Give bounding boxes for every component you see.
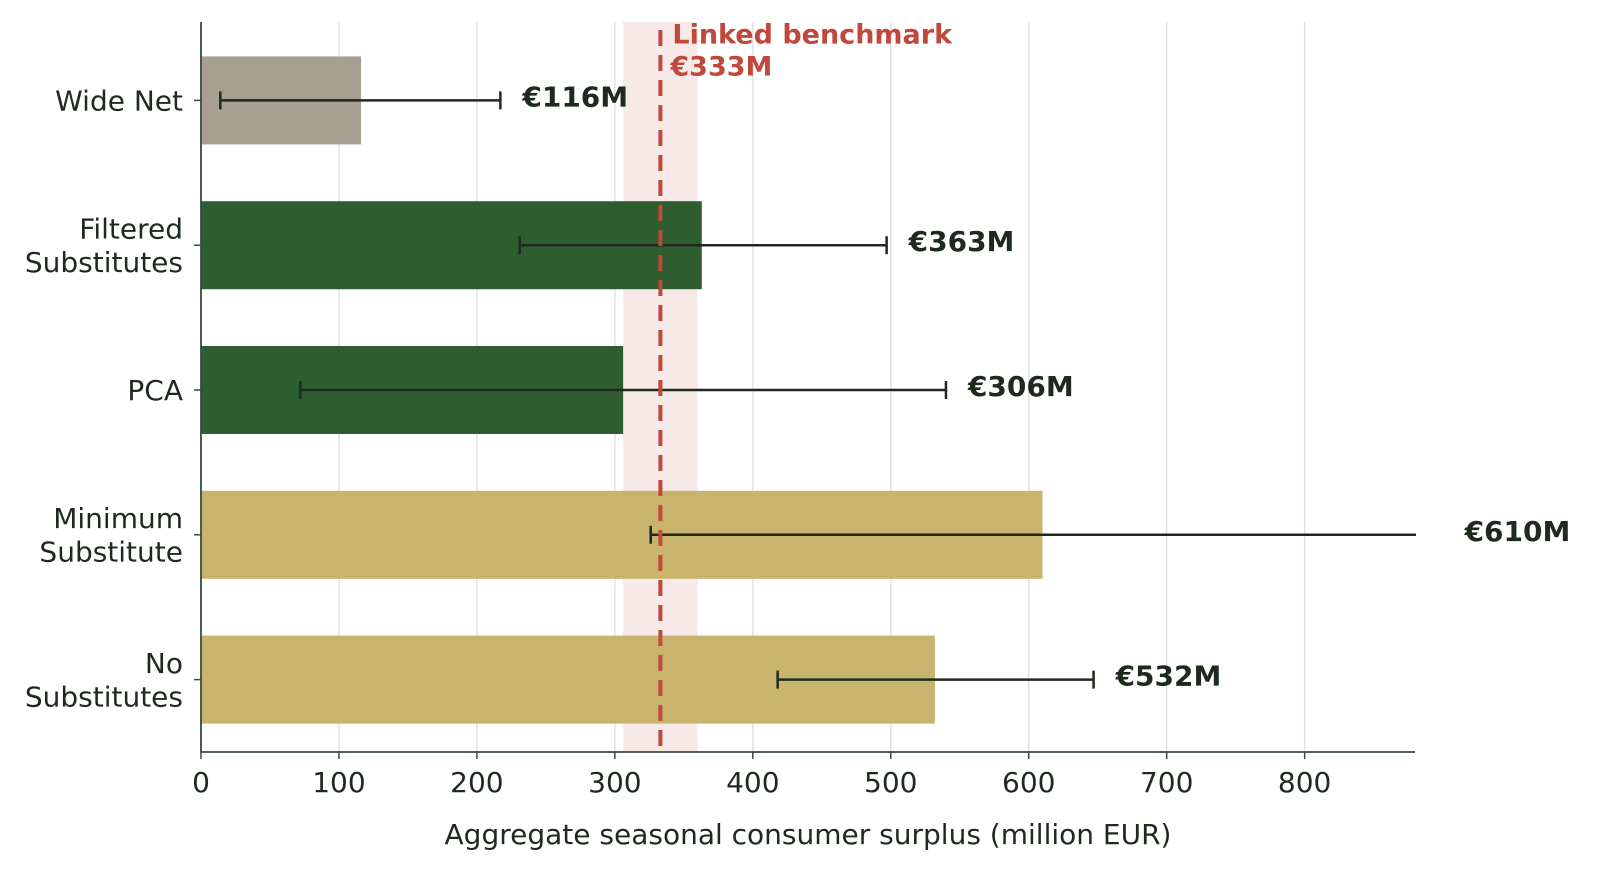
y-tick-label: Filtered Substitutes <box>25 212 183 279</box>
x-tick-label: 300 <box>588 766 641 799</box>
x-tick-label: 100 <box>312 766 365 799</box>
y-tick-label: Minimum Substitute <box>39 502 183 569</box>
value-label: €363M <box>908 225 1015 258</box>
value-label: €532M <box>1115 660 1222 693</box>
plot-area <box>201 22 1416 752</box>
x-tick-label: 200 <box>450 766 503 799</box>
y-tick-label: Wide Net <box>55 84 183 117</box>
benchmark-label: Linked benchmark <box>672 20 953 51</box>
value-label: €116M <box>521 80 628 113</box>
x-tick-label: 700 <box>1140 766 1193 799</box>
benchmark-value-label: €333M <box>669 52 772 83</box>
value-label: €610M <box>1464 515 1571 548</box>
value-label: €306M <box>967 370 1074 403</box>
x-tick-label: 500 <box>864 766 917 799</box>
x-tick-label: 600 <box>1002 766 1055 799</box>
x-tick-label: 800 <box>1278 766 1331 799</box>
y-tick-label: PCA <box>127 374 183 407</box>
x-tick-label: 0 <box>192 766 210 799</box>
y-tick-label: No Substitutes <box>25 647 183 714</box>
x-axis-label: Aggregate seasonal consumer surplus (mil… <box>445 818 1172 851</box>
x-tick-label: 400 <box>726 766 779 799</box>
